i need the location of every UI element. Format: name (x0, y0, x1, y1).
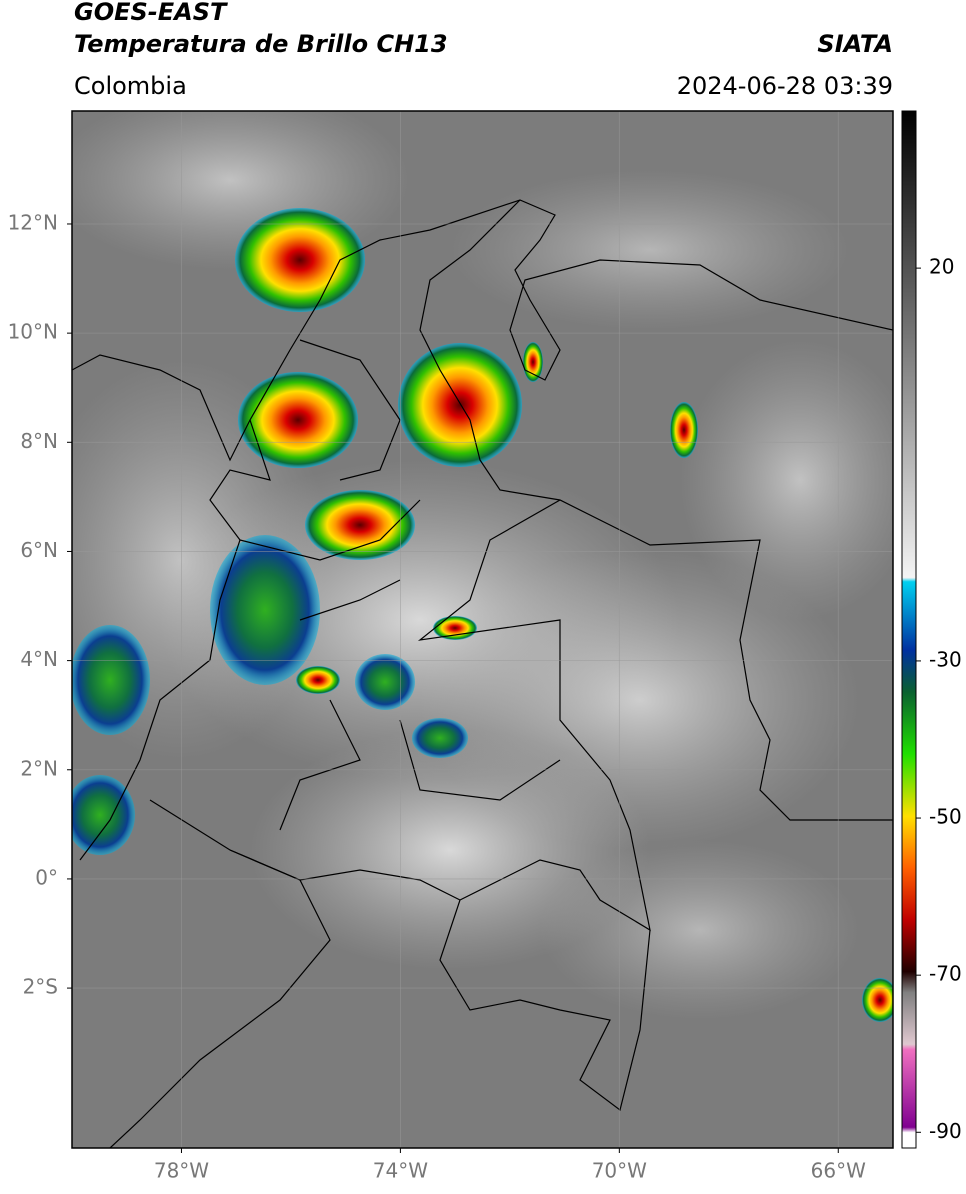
colorbar-tick-label: -90 (929, 1119, 962, 1143)
datetime: 2024-06-28 03:39 (677, 72, 893, 100)
colorbar-tick-label: -70 (929, 962, 962, 986)
region: Colombia (74, 72, 187, 100)
lon-tick-label: 74°W (373, 1159, 428, 1183)
lat-tick-label: 4°N (20, 647, 58, 671)
colorbar-tick-label: -50 (929, 805, 962, 829)
colorbar-tick-label: 20 (929, 255, 954, 279)
graticule (72, 111, 893, 1148)
source: SIATA (817, 30, 893, 58)
lat-tick-label: 2°N (20, 756, 58, 780)
satellite-image (72, 111, 893, 1148)
lat-tick-label: 6°N (20, 538, 58, 562)
colorbar-tick-label: -30 (929, 647, 962, 671)
lon-tick-label: 70°W (592, 1159, 647, 1183)
lon-tick-label: 66°W (811, 1159, 866, 1183)
map-frame (71, 110, 894, 1149)
lat-tick-label: 0° (35, 865, 58, 889)
product: Temperatura de Brillo CH13 (74, 30, 448, 58)
lat-tick-label: 2°S (23, 975, 58, 999)
lat-tick-label: 12°N (8, 210, 58, 234)
colorbar (901, 110, 917, 1149)
lat-tick-label: 10°N (8, 320, 58, 344)
lon-tick-label: 78°W (154, 1159, 209, 1183)
lat-tick-label: 8°N (20, 429, 58, 453)
satellite: GOES-EAST (74, 0, 228, 26)
